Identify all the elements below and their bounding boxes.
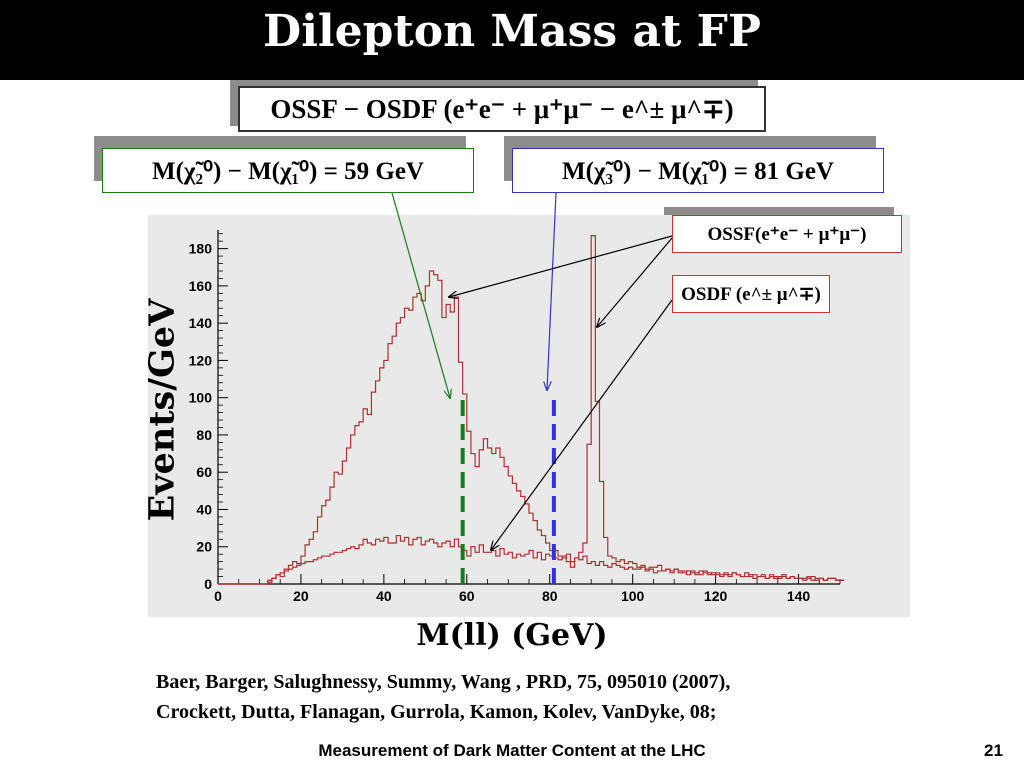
reference-line: Baer, Barger, Salughnessy, Summy, Wang ,… [156,671,731,693]
x-tick-label: 60 [459,588,475,604]
x-axis: 0 20 40 60 80 100 120 140 [214,574,841,604]
title-bar [0,0,1024,80]
y-tick-label: 160 [189,278,213,294]
footer-text: Measurement of Dark Matter Content at th… [318,741,706,760]
y-axis: 0 20 40 60 80 100 120 140 160 180 [189,233,228,592]
x-tick-label: 80 [542,588,558,604]
y-tick-label: 140 [189,315,213,331]
x-tick-label: 40 [376,588,392,604]
osdf-label: OSDF (e^± μ^∓) [672,275,830,313]
annotation-arrow [391,192,450,398]
x-axis-label: M(ll) (GeV) [416,618,608,653]
ossf-minus-osdf-text: OSSF − OSDF (e⁺e⁻ + μ⁺μ⁻ − e^± μ^∓) [270,93,734,124]
y-tick-label: 120 [189,352,213,368]
annotation-arrow [597,237,673,327]
y-tick-label: 40 [196,501,212,517]
y-tick-label: 0 [204,576,212,592]
ossf-minus-osdf-label: OSSF − OSDF (e⁺e⁻ + μ⁺μ⁻ − e^± μ^∓) [238,86,766,132]
slide-title: Dilepton Mass at FP [263,6,761,57]
y-tick-label: 100 [189,390,213,406]
x-tick-label: 100 [621,588,645,604]
chi3-mass-diff-label: M(χ̃₃⁰) − M(χ̃₁⁰) = 81 GeV [512,148,884,193]
y-axis-label: Events/GeV [141,298,183,522]
y-tick-label: 60 [196,464,212,480]
y-tick-label: 180 [189,241,213,257]
histogram-osdf [218,534,845,585]
references: Baer, Barger, Salughnessy, Summy, Wang ,… [156,667,976,727]
x-tick-label: 120 [704,588,728,604]
vertical-lines [460,397,556,584]
annotation-arrow [449,235,673,297]
y-tick-label: 80 [196,427,212,443]
annotation-arrow [491,299,673,550]
y-tick-label: 20 [196,539,212,555]
chi2-mass-diff-text: M(χ̃₂⁰) − M(χ̃₁⁰) = 59 GeV [152,157,424,185]
osdf-text: OSDF (e^± μ^∓) [681,283,821,305]
histograms [218,234,845,585]
ossf-label: OSSF(e⁺e⁻ + μ⁺μ⁻) [672,215,902,253]
chi2-mass-diff-label: M(χ̃₂⁰) − M(χ̃₁⁰) = 59 GeV [102,148,474,193]
page-number: 21 [984,741,1003,760]
ossf-text: OSSF(e⁺e⁻ + μ⁺μ⁻) [707,223,867,245]
x-tick-label: 20 [293,588,309,604]
x-tick-label: 140 [787,588,811,604]
chi3-mass-diff-text: M(χ̃₃⁰) − M(χ̃₁⁰) = 81 GeV [562,157,834,185]
reference-line: Crockett, Dutta, Flanagan, Gurrola, Kamo… [156,701,717,723]
annotation-arrow [547,192,557,390]
x-tick-label: 0 [214,588,222,604]
arrows [391,192,673,550]
